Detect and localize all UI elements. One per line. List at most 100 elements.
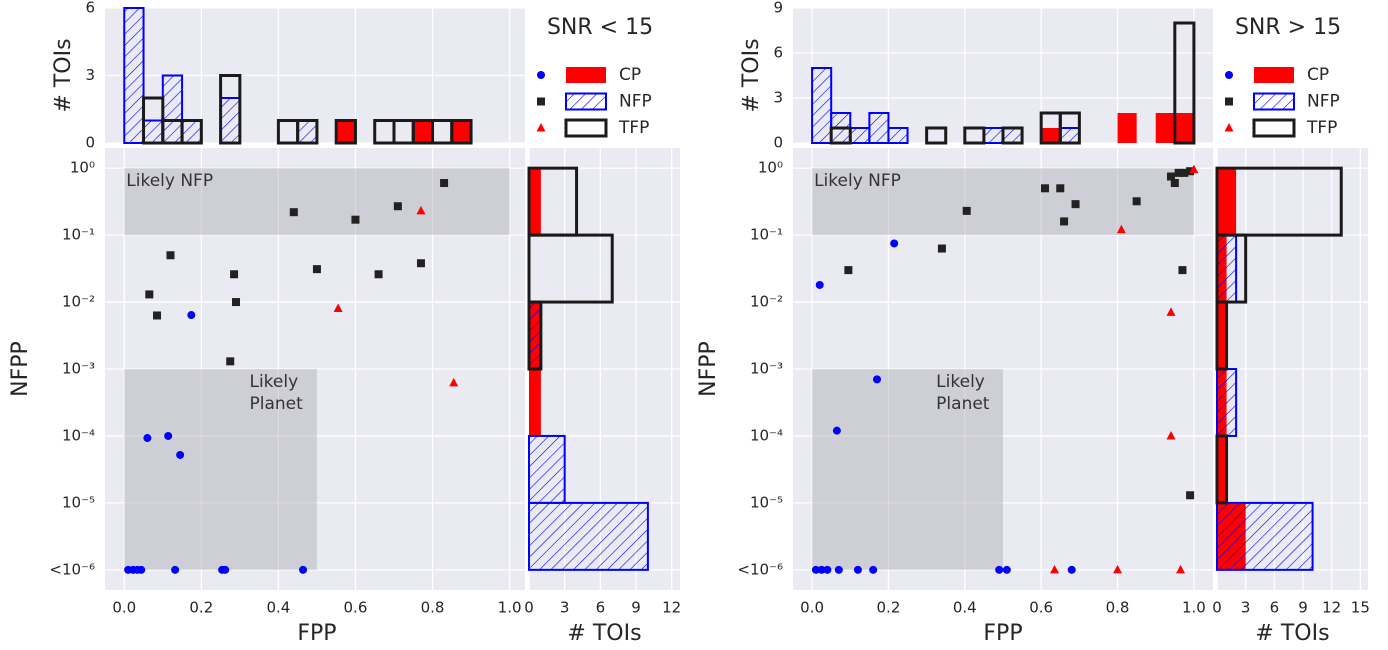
x-axis-label: FPP [297, 621, 336, 646]
legend-label: NFP [619, 92, 652, 112]
point [844, 266, 853, 275]
histogram-bar [1059, 127, 1081, 144]
x-tick-label: 1.0 [498, 599, 522, 617]
histogram-bar [1058, 111, 1081, 145]
region-label: Likely Planet [249, 372, 303, 414]
point [811, 565, 820, 574]
point [937, 244, 946, 253]
histogram-bar [811, 67, 833, 144]
histogram-bar [1155, 113, 1175, 143]
point [1056, 184, 1065, 193]
point [137, 565, 146, 574]
point [1180, 168, 1189, 177]
x-tick-label: 0.8 [1106, 599, 1130, 617]
region [124, 369, 317, 570]
point [1071, 200, 1080, 209]
point [166, 251, 175, 260]
point [1225, 71, 1233, 79]
histogram-bar [982, 127, 1005, 144]
point [1176, 564, 1186, 574]
x-tick-label: 0.2 [877, 599, 901, 617]
x-tick-label: 0.0 [112, 599, 136, 617]
panel-title: SNR < 15 [547, 15, 653, 40]
histogram-bar [219, 74, 242, 145]
histogram-bar [161, 74, 184, 144]
point [817, 565, 826, 574]
y-tick-label: 10⁻⁴ [750, 426, 783, 444]
panel-title: SNR > 15 [1235, 15, 1341, 40]
x-tick-label: 12 [1322, 599, 1341, 617]
histogram-bar [181, 119, 203, 144]
region-label-box: Likely Planet [936, 372, 989, 414]
point [171, 565, 180, 574]
histogram-bar [334, 119, 357, 145]
histogram-bar [1117, 113, 1137, 143]
x-tick-label: 9 [631, 599, 641, 617]
point [823, 565, 832, 574]
histogram-bar [296, 119, 318, 144]
x-axis-label: # TOIs [1255, 621, 1329, 646]
point [416, 259, 425, 268]
y-tick-label: 9 [773, 0, 783, 17]
y-tick-label: 6 [773, 44, 783, 62]
legend-label: TFP [618, 118, 649, 138]
point [289, 208, 298, 217]
histogram-bar [450, 119, 473, 145]
y-tick-label: 10⁻² [750, 293, 783, 311]
histogram-bar [528, 301, 542, 371]
point [962, 206, 971, 215]
point [416, 205, 426, 215]
histogram-bar [219, 97, 241, 144]
point [1067, 565, 1076, 574]
x-axis-label: FPP [983, 621, 1022, 646]
histogram-bar [1217, 168, 1237, 236]
point [226, 357, 235, 366]
histogram-bar [296, 119, 319, 145]
point [176, 450, 185, 459]
histogram-bar [123, 7, 145, 144]
point [1002, 565, 1011, 574]
legend-patch [565, 92, 607, 111]
histogram-bar [1217, 302, 1227, 369]
y-tick-label: 10⁻⁵ [750, 493, 783, 511]
point [869, 565, 878, 574]
point [1167, 172, 1175, 181]
x-tick-label: 0.8 [421, 599, 445, 617]
y-tick-label: 10⁻¹ [750, 226, 783, 244]
histogram-bar [1173, 21, 1196, 145]
region [812, 369, 1003, 570]
y-tick-label: 10⁻⁵ [62, 493, 95, 511]
x-tick-label: 1.0 [1182, 599, 1206, 617]
histogram-bar [529, 168, 541, 236]
histogram-bar [963, 126, 986, 145]
legend-patch [566, 67, 606, 83]
point [873, 375, 881, 384]
point [1178, 266, 1187, 275]
y-axis-label: NFPP [696, 341, 721, 397]
point [1116, 224, 1126, 234]
point [853, 565, 862, 574]
legend-patch [1253, 92, 1295, 111]
histogram-bar [529, 369, 541, 436]
point [1174, 168, 1183, 177]
y-axis-label: # TOIs [739, 38, 764, 112]
histogram-bar [925, 126, 948, 145]
x-tick-label: 6 [1270, 599, 1280, 617]
x-axis-label: # TOIs [567, 621, 641, 646]
histogram-bar [868, 112, 890, 144]
y-tick-label: <10⁻⁶ [737, 560, 783, 578]
point [1166, 430, 1176, 440]
point [221, 565, 230, 574]
histogram-bar [413, 120, 433, 143]
point [1186, 491, 1195, 500]
region-label-box: Likely Planet [249, 372, 303, 414]
point [995, 565, 1004, 574]
histogram-bar [1217, 435, 1227, 503]
x-tick-label: 0.6 [344, 599, 368, 617]
point [351, 215, 360, 224]
point [232, 298, 241, 307]
y-tick-label: 3 [85, 66, 95, 84]
point [1224, 123, 1234, 132]
legend-label: TFP [1306, 118, 1337, 138]
